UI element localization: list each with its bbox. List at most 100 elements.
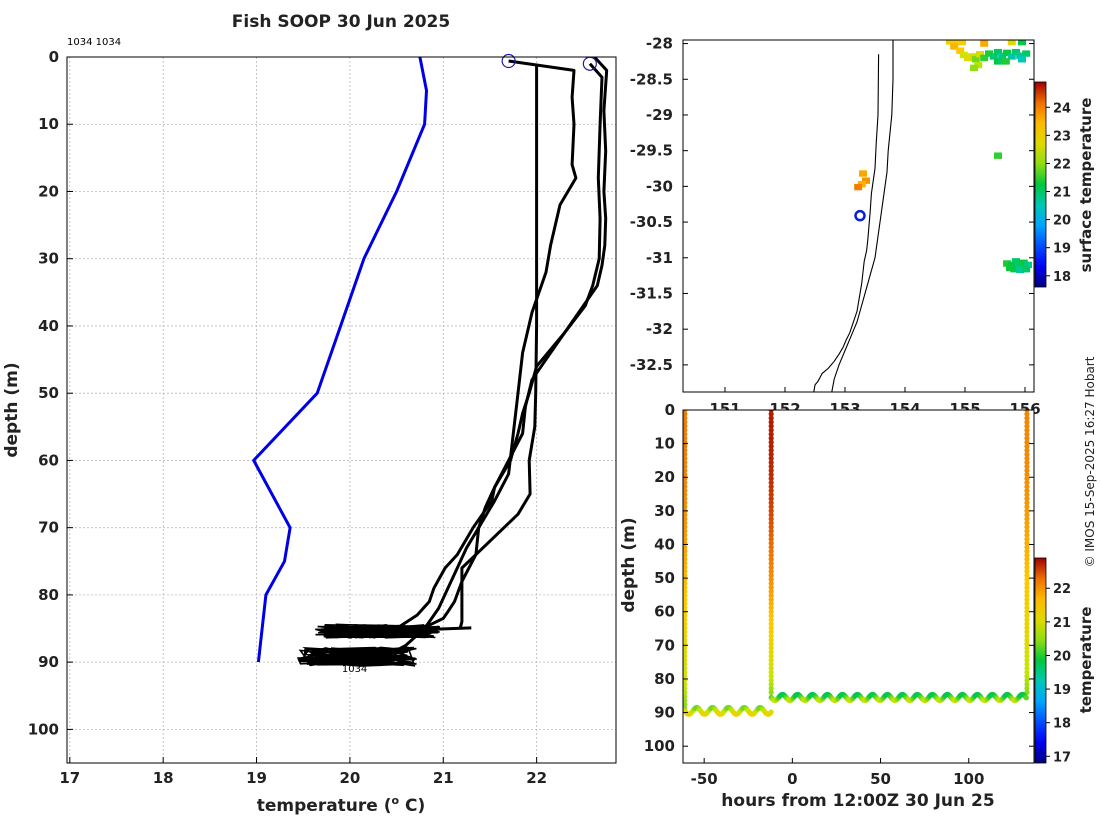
sst-pixel (859, 170, 867, 177)
cast-dot (768, 556, 774, 562)
section-plot: -50 0 50 100 0 10 20 30 40 50 60 70 80 90 100 hours fr… (619, 401, 1095, 811)
profile-ytick-label: 10 (38, 115, 59, 133)
section-plot-area (683, 410, 1034, 763)
cast-dot (768, 419, 774, 425)
cast-dot (768, 661, 774, 667)
profile-xtick-label: 18 (153, 769, 174, 787)
cast-dot (1024, 475, 1030, 482)
cast-dot (1024, 548, 1030, 554)
sst-pixel (959, 51, 968, 59)
shelf-edge-line (831, 40, 894, 392)
sst-pixel (1022, 265, 1031, 273)
map-ytick-label: -28 (646, 35, 673, 53)
cast-dot (768, 665, 774, 671)
cast-dot (683, 415, 688, 421)
cast-dot (1024, 685, 1030, 691)
profile-ytick-label: 90 (38, 653, 59, 671)
cast-dot (683, 601, 688, 607)
cast-dot (1024, 447, 1030, 453)
sst-pixel (1015, 263, 1023, 270)
cast-dot (768, 492, 774, 498)
cast-dot (768, 536, 774, 542)
section-xlabel: hours from 12:00Z 30 Jun 25 (721, 791, 994, 811)
profile-annotation-label: 1034 (342, 664, 367, 675)
profile-xtick-label: 22 (526, 769, 547, 787)
cast-dot (768, 633, 774, 639)
sst-pixel (985, 50, 993, 57)
sst-pixel (994, 58, 1002, 65)
cast-dot (683, 467, 688, 474)
cast-dot (1024, 520, 1030, 526)
cast-dot (768, 423, 774, 429)
map-ytick-label: -28.5 (630, 70, 673, 88)
section-ytick-label: 50 (654, 569, 675, 587)
cast-dot (1024, 552, 1030, 558)
cast-dot (683, 447, 688, 453)
credit-text: © IMOS 15-Sep-2025 16:27 Hobart (1083, 356, 1097, 567)
cast-dot (683, 524, 688, 530)
sst-pixel (1016, 52, 1025, 59)
profile-grid (67, 56, 616, 763)
section-xtick-label: 100 (953, 770, 984, 788)
profile-annotation-label: 1034 (347, 631, 372, 642)
profile-ytick-label: 0 (49, 48, 59, 66)
cast-dot (1024, 492, 1030, 498)
cast-dot (683, 463, 688, 470)
section-ytick-label: 70 (654, 636, 675, 654)
section-ytick-label: 0 (665, 401, 675, 419)
profile-xtick-label: 19 (246, 769, 267, 787)
tow-scribble-1 (297, 646, 417, 667)
cast-dot (768, 463, 774, 470)
chart-title: Fish SOOP 30 Jun 2025 (232, 12, 450, 32)
tow-scribble-0 (315, 623, 440, 639)
cast-dot (768, 681, 774, 687)
cast-dot (683, 520, 688, 526)
map-ytick-label: -29.5 (630, 142, 673, 160)
section-dots (683, 410, 1030, 717)
cast-dot (768, 637, 774, 643)
cast-dot (768, 677, 774, 683)
cast-dot (1024, 572, 1030, 579)
sst-colorbar-tick-label: 22 (1053, 157, 1071, 172)
sst-pixel (970, 64, 978, 72)
sst-pixel (958, 40, 966, 46)
profile-frame (66, 56, 617, 764)
cast-dot (1024, 427, 1030, 433)
cast-dot (768, 451, 774, 457)
cast-dot (683, 597, 688, 603)
cast-dot (768, 443, 774, 449)
cast-dot (683, 500, 688, 506)
cast-dot (1024, 431, 1030, 437)
cast-dot (683, 564, 688, 570)
cast-dot (768, 641, 774, 647)
cast-dot (1024, 504, 1030, 510)
cast-dot (1024, 580, 1030, 587)
cast-dot (1024, 532, 1030, 538)
sst-pixel (1007, 53, 1016, 60)
sst-pixel (1007, 40, 1016, 46)
cast-dot (683, 689, 688, 695)
cast-dot (1024, 661, 1030, 667)
section-ticks: -50 0 50 100 0 10 20 30 40 50 60 70 80 90 100 (644, 401, 1034, 788)
profile-ytick-label: 70 (38, 519, 59, 537)
cast-dot (683, 633, 688, 639)
sst-pixel (1016, 266, 1025, 274)
sst-pixel (1001, 58, 1010, 65)
cast-dot (768, 673, 774, 679)
cast-dot (683, 427, 688, 433)
cast-dot (683, 532, 688, 538)
cast-dot (683, 572, 688, 579)
cast-dot (1024, 564, 1030, 570)
cast-dot (683, 480, 688, 486)
cast-dot (768, 500, 774, 506)
cast-dot (683, 556, 688, 562)
cast-dot (1024, 443, 1030, 449)
cast-dot (1024, 669, 1030, 675)
sst-colorbar-tick-label: 20 (1053, 214, 1071, 229)
cast-dot (768, 629, 774, 635)
sst-pixel (1022, 50, 1031, 57)
cast-dot (683, 653, 688, 659)
cast-dot (768, 621, 774, 627)
cast-dot (768, 439, 774, 445)
cast-dot (683, 423, 688, 429)
